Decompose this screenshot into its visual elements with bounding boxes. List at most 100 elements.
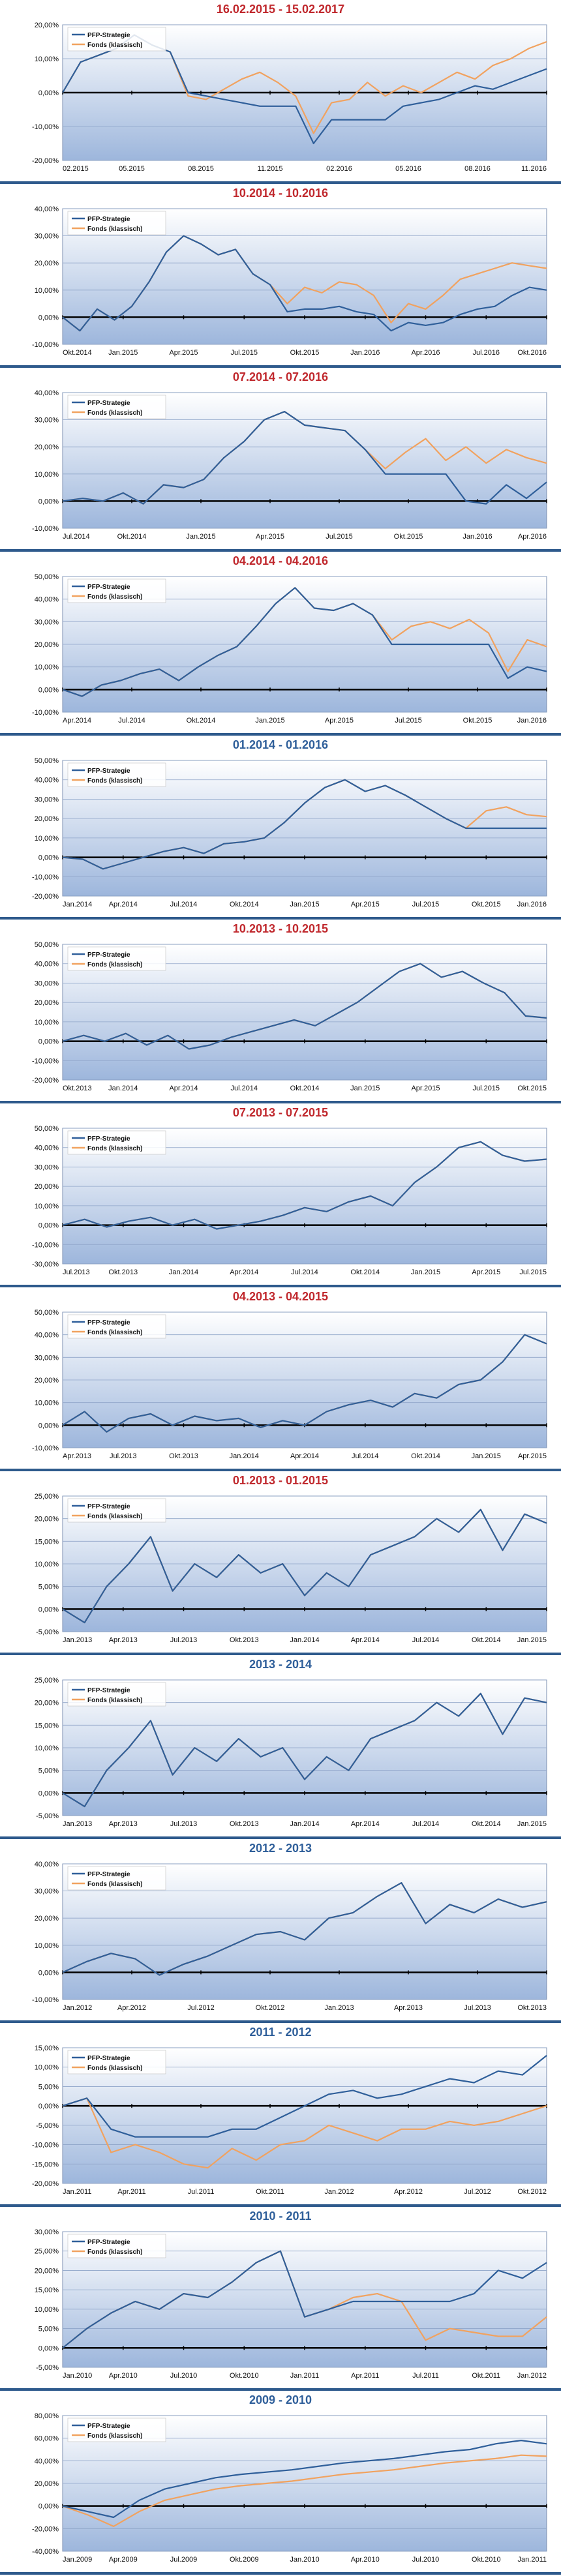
y-tick-label: -10,00% bbox=[32, 1996, 59, 2004]
legend-label: Fonds (klassisch) bbox=[87, 42, 142, 49]
y-tick-label: 0,00% bbox=[38, 854, 59, 862]
x-tick-label: Jan.2013 bbox=[324, 2004, 354, 2012]
x-tick-label: Jan.2015 bbox=[517, 1636, 547, 1644]
legend bbox=[67, 762, 166, 787]
x-tick-label: Apr.2014 bbox=[290, 1452, 319, 1460]
panel-separator bbox=[0, 733, 561, 736]
x-tick-label: Jul.2013 bbox=[63, 1268, 90, 1276]
y-tick-label: 5,00% bbox=[38, 2326, 59, 2333]
legend-label: Fonds (klassisch) bbox=[87, 2249, 142, 2256]
y-tick-label: -20,00% bbox=[32, 2525, 59, 2533]
y-tick-label: 25,00% bbox=[35, 1677, 59, 1685]
y-tick-label: 20,00% bbox=[35, 815, 59, 823]
x-tick-label: Apr.2013 bbox=[394, 2004, 423, 2012]
legend-label: Fonds (klassisch) bbox=[87, 593, 142, 601]
x-tick-label: Jan.2012 bbox=[324, 2188, 354, 2196]
y-tick-label: 40,00% bbox=[35, 2457, 59, 2465]
chart-title: 07.2014 - 07.2016 bbox=[232, 370, 329, 383]
chart-title: 2010 - 2011 bbox=[249, 2209, 312, 2223]
x-tick-label: Okt.2015 bbox=[463, 717, 493, 725]
y-tick-label: 20,00% bbox=[35, 1183, 59, 1191]
y-tick-label: 80,00% bbox=[35, 2412, 59, 2420]
x-tick-label: 05.2015 bbox=[119, 165, 145, 173]
x-tick-label: Jan.2016 bbox=[462, 533, 492, 541]
y-tick-label: 5,00% bbox=[38, 2083, 59, 2091]
legend-label: PFP-Strategie bbox=[87, 1503, 130, 1510]
chart-title: 04.2014 - 04.2016 bbox=[232, 554, 329, 567]
line-chart: 20,00% 10,00% 0,00% -10,00% -20,00% 02.2015 05… bbox=[32, 22, 547, 173]
panel-separator bbox=[0, 1285, 561, 1287]
legend-label: Fonds (klassisch) bbox=[87, 1881, 142, 1888]
panel-separator bbox=[0, 2388, 561, 2391]
x-tick-label: Jul.2014 bbox=[170, 901, 198, 908]
x-tick-label: Jul.2012 bbox=[464, 2188, 491, 2196]
y-tick-label: -5,00% bbox=[36, 1628, 59, 1636]
y-tick-label: 20,00% bbox=[35, 2267, 59, 2275]
y-tick-label: 10,00% bbox=[35, 1942, 59, 1950]
x-tick-label: Jul.2014 bbox=[63, 533, 90, 541]
x-tick-label: Jan.2010 bbox=[290, 2556, 319, 2564]
x-tick-label: Apr.2014 bbox=[351, 1820, 380, 1828]
line-chart: 40,00% 30,00% 20,00% 10,00% 0,00% -10,00% Okt.… bbox=[32, 205, 547, 357]
y-tick-label: 15,00% bbox=[35, 1722, 59, 1730]
y-tick-label: 20,00% bbox=[35, 641, 59, 649]
x-tick-label: Apr.2015 bbox=[325, 717, 354, 725]
series-line-strategy bbox=[62, 411, 547, 505]
y-tick-label: -20,00% bbox=[32, 893, 59, 901]
panel-separator bbox=[0, 2204, 561, 2207]
y-tick-label: 60,00% bbox=[35, 2435, 59, 2443]
y-tick-label: 50,00% bbox=[35, 1309, 59, 1317]
x-tick-label: Apr.2010 bbox=[351, 2556, 380, 2564]
y-tick-label: 10,00% bbox=[35, 287, 59, 295]
x-tick-label: Jan.2014 bbox=[290, 1636, 319, 1644]
x-tick-label: Apr.2013 bbox=[63, 1452, 91, 1460]
x-tick-label: 02.2016 bbox=[326, 165, 352, 173]
y-tick-label: 0,00% bbox=[38, 1222, 59, 1230]
y-tick-label: 30,00% bbox=[35, 417, 59, 425]
legend-label: PFP-Strategie bbox=[87, 951, 130, 959]
y-tick-label: 30,00% bbox=[35, 233, 59, 241]
panel-separator bbox=[0, 1836, 561, 1839]
line-chart: 30,00% 25,00% 20,00% 15,00% 10,00% 5,00% 0,00%… bbox=[35, 2228, 547, 2380]
x-tick-label: Jan.2015 bbox=[108, 349, 138, 357]
legend-label: Fonds (klassisch) bbox=[87, 961, 142, 968]
y-tick-label: 0,00% bbox=[38, 2503, 59, 2511]
legend-label: PFP-Strategie bbox=[87, 1687, 130, 1694]
y-tick-label: -40,00% bbox=[32, 2548, 59, 2556]
x-tick-label: Okt.2013 bbox=[230, 1636, 259, 1644]
legend-label: Fonds (klassisch) bbox=[87, 1329, 142, 1336]
y-tick-label: 20,00% bbox=[35, 1700, 59, 1707]
y-tick-label: 10,00% bbox=[35, 1561, 59, 1568]
legend-label: PFP-Strategie bbox=[87, 584, 130, 591]
y-tick-label: 20,00% bbox=[35, 1516, 59, 1523]
line-chart: 40,00% 30,00% 20,00% 10,00% 0,00% -10,00% Jan.… bbox=[32, 1861, 547, 2012]
legend-label: Fonds (klassisch) bbox=[87, 1145, 142, 1152]
x-tick-label: Jul.2015 bbox=[395, 717, 422, 725]
legend-label: PFP-Strategie bbox=[87, 216, 130, 223]
chart-panel: 07.2014 - 07.2016 40,00% 30,00% 20,00% 10,00… bbox=[0, 368, 561, 552]
panel-separator bbox=[0, 549, 561, 552]
x-tick-label: Jan.2013 bbox=[63, 1636, 92, 1644]
x-tick-label: Jan.2016 bbox=[517, 717, 547, 725]
y-tick-label: 10,00% bbox=[35, 471, 59, 479]
series-line-fund bbox=[62, 2454, 547, 2527]
legend bbox=[67, 578, 166, 603]
x-tick-label: Okt.2014 bbox=[472, 1820, 501, 1828]
x-tick-label: Apr.2013 bbox=[109, 1820, 138, 1828]
y-tick-label: 15,00% bbox=[35, 2286, 59, 2294]
y-tick-label: 25,00% bbox=[35, 1493, 59, 1501]
chart-panel: 16.02.2015 - 15.02.2017 20,00% 10,00% 0,00%… bbox=[0, 0, 561, 184]
x-tick-label: Okt.2016 bbox=[517, 349, 547, 357]
line-chart: 80,00% 60,00% 40,00% 20,00% 0,00% -20,00% -40,… bbox=[32, 2412, 547, 2564]
x-tick-label: Jan.2014 bbox=[169, 1268, 198, 1276]
x-tick-label: Apr.2015 bbox=[518, 1452, 547, 1460]
x-tick-label: Jan.2016 bbox=[517, 901, 547, 908]
legend-label: PFP-Strategie bbox=[87, 1135, 130, 1143]
y-tick-label: 50,00% bbox=[35, 757, 59, 765]
legend bbox=[67, 2234, 166, 2258]
chart-panel: 04.2014 - 04.2016 50,00% 40,00% 30,00% 20,00… bbox=[0, 552, 561, 736]
y-tick-label: 30,00% bbox=[35, 2228, 59, 2236]
x-tick-label: Jul.2011 bbox=[412, 2372, 439, 2380]
series-line-strategy bbox=[62, 1508, 547, 1624]
y-tick-label: 30,00% bbox=[35, 980, 59, 987]
